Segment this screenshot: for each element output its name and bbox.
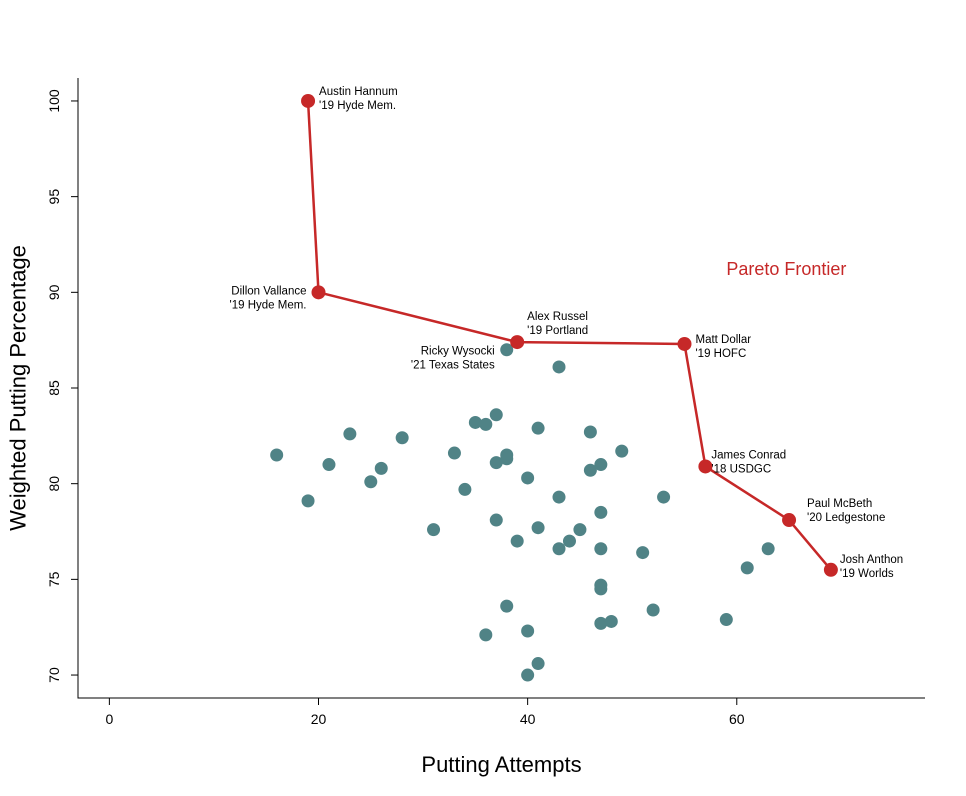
frontier-point <box>301 93 316 108</box>
data-point <box>270 448 284 462</box>
data-points <box>270 343 775 682</box>
data-point <box>531 657 545 671</box>
data-point <box>510 534 524 548</box>
data-point <box>594 542 608 556</box>
frontier-label-event: '19 Hyde Mem. <box>230 299 307 311</box>
data-point <box>521 668 535 682</box>
frontier-label-event: '20 Ledgestone <box>807 512 885 524</box>
point-labels: Austin Hannum '19 Hyde Mem. Dillon Vallanc… <box>230 86 904 580</box>
frontier-point <box>823 562 838 577</box>
data-point <box>604 614 618 628</box>
frontier-point <box>510 335 525 350</box>
data-point <box>489 513 503 527</box>
data-point <box>615 444 629 458</box>
data-point <box>573 523 587 537</box>
data-point <box>594 458 608 472</box>
data-point <box>427 523 441 537</box>
data-point <box>468 415 482 429</box>
axes: 0 20 40 60 70 75 80 85 90 95 100 <box>46 78 925 727</box>
y-tick-label: 90 <box>46 284 62 300</box>
data-point <box>552 542 566 556</box>
data-point <box>364 475 378 489</box>
data-point <box>500 599 514 613</box>
data-point <box>301 494 315 508</box>
data-point <box>500 452 514 466</box>
frontier-label-event: '19 Portland <box>527 325 588 337</box>
data-point <box>500 343 514 357</box>
data-point <box>395 431 409 445</box>
frontier-point <box>311 285 326 300</box>
y-tick-label: 75 <box>46 571 62 587</box>
y-tick-label: 100 <box>46 89 62 113</box>
data-point <box>594 616 608 630</box>
frontier-label-name: Alex Russel <box>527 311 588 323</box>
data-point <box>489 408 503 422</box>
x-tick-label: 0 <box>105 711 113 727</box>
data-point <box>562 534 576 548</box>
data-point <box>636 546 650 560</box>
data-point <box>552 490 566 504</box>
data-point <box>479 628 493 642</box>
frontier-label-name: Matt Dollar <box>695 334 751 346</box>
frontier-label-name: Paul McBeth <box>807 498 872 510</box>
data-point <box>458 482 472 496</box>
point-label-event: '21 Texas States <box>411 360 495 372</box>
x-axis-title: Putting Attempts <box>421 752 581 777</box>
frontier-label-event: '19 HOFC <box>695 348 746 360</box>
frontier-label-event: '19 Worlds <box>840 568 894 580</box>
data-point <box>646 603 660 617</box>
frontier-label-event: '19 Hyde Mem. <box>319 100 396 112</box>
data-point <box>719 613 733 627</box>
data-point <box>479 417 493 431</box>
data-point <box>521 624 535 638</box>
y-tick-label: 85 <box>46 380 62 396</box>
x-tick-label: 20 <box>311 711 327 727</box>
x-tick-label: 40 <box>520 711 536 727</box>
y-tick-label: 95 <box>46 189 62 205</box>
data-point <box>657 490 671 504</box>
data-point <box>322 458 336 472</box>
frontier-point <box>782 513 797 528</box>
data-point <box>447 446 461 460</box>
y-tick-label: 80 <box>46 476 62 492</box>
frontier-label-name: Dillon Vallance <box>231 285 306 297</box>
data-point <box>594 505 608 519</box>
data-point <box>552 360 566 374</box>
frontier-point <box>677 336 692 351</box>
data-point <box>740 561 754 575</box>
pareto-frontier-label: Pareto Frontier <box>726 259 846 279</box>
data-point <box>583 425 597 439</box>
data-point <box>531 521 545 535</box>
data-point <box>761 542 775 556</box>
x-tick-label: 60 <box>729 711 745 727</box>
frontier-label-name: James Conrad <box>711 449 786 461</box>
frontier-label-event: '18 USDGC <box>711 463 771 475</box>
data-point <box>583 463 597 477</box>
axis-frame <box>77 78 925 699</box>
frontier-point <box>698 459 713 474</box>
point-label-name: Ricky Wysocki <box>421 346 495 358</box>
frontier-label-name: Josh Anthon <box>840 554 903 566</box>
data-point <box>343 427 357 441</box>
y-axis-title: Weighted Putting Percentage <box>6 245 31 531</box>
data-point <box>489 456 503 470</box>
data-point <box>521 471 535 485</box>
data-point <box>594 582 608 596</box>
frontier-label-name: Austin Hannum <box>319 86 398 98</box>
data-point <box>531 421 545 435</box>
y-tick-label: 70 <box>46 667 62 683</box>
pareto-frontier <box>301 93 838 577</box>
data-point <box>374 461 388 475</box>
